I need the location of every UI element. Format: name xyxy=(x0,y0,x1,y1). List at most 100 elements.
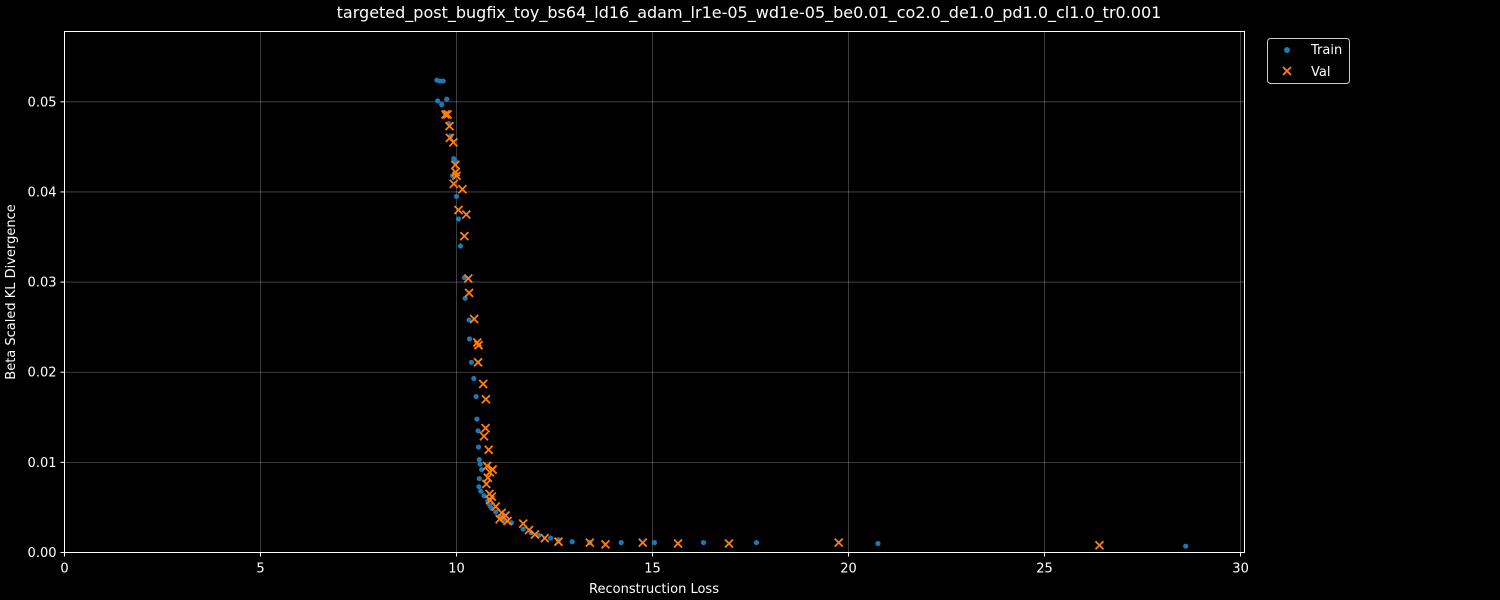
val-point-stroke xyxy=(524,525,534,535)
val-point-stroke xyxy=(481,479,491,489)
val-point-stroke xyxy=(482,461,492,471)
val-point xyxy=(530,529,540,540)
val-point xyxy=(440,109,451,120)
val-point-stroke xyxy=(442,109,453,120)
train-point xyxy=(548,535,554,541)
train-point xyxy=(453,193,460,200)
val-point-stroke xyxy=(463,273,473,284)
val-point-stroke xyxy=(479,431,489,441)
x-tick-label: 30 xyxy=(1232,562,1249,577)
train-point xyxy=(700,539,707,546)
train-point xyxy=(462,295,468,301)
val-point-stroke xyxy=(500,510,511,521)
train-point xyxy=(435,98,441,104)
train-point xyxy=(569,539,575,545)
x-tick-label: 25 xyxy=(1036,562,1053,577)
train-point xyxy=(466,336,473,342)
val-point-stroke xyxy=(472,337,482,348)
val-point-stroke xyxy=(518,519,528,529)
train-point xyxy=(466,317,472,323)
legend: Train Val xyxy=(1267,38,1350,84)
val-point-stroke xyxy=(451,171,462,181)
y-tick-label: 0.03 xyxy=(28,276,57,291)
val-point-stroke xyxy=(638,537,648,548)
val-point xyxy=(478,379,488,389)
val-point-stroke xyxy=(485,495,495,505)
val-point xyxy=(449,179,459,189)
val-point-stroke xyxy=(449,179,459,189)
val-point-stroke xyxy=(450,160,460,170)
train-point xyxy=(476,457,482,463)
val-point-stroke xyxy=(469,314,479,324)
x-axis-label: Reconstruction Loss xyxy=(589,582,719,597)
grid-lines xyxy=(64,31,1245,553)
val-point xyxy=(553,537,564,547)
train-point xyxy=(473,393,479,400)
val-point-stroke xyxy=(540,533,550,543)
train-point xyxy=(475,428,481,434)
val-point-stroke xyxy=(464,288,474,298)
val-point xyxy=(500,510,511,521)
train-point xyxy=(479,466,485,473)
train-point xyxy=(1183,543,1189,549)
val-point xyxy=(464,288,474,298)
val-point-stroke xyxy=(445,133,455,143)
val-point xyxy=(444,121,455,131)
val-point xyxy=(585,537,595,548)
val-point-stroke xyxy=(724,538,734,549)
val-point-stroke xyxy=(473,340,484,350)
val-point xyxy=(1094,540,1105,550)
val-point xyxy=(834,537,844,548)
val-point-stroke xyxy=(585,537,595,548)
val-point xyxy=(724,538,734,549)
train-point xyxy=(753,539,760,546)
val-point-stroke xyxy=(451,167,461,177)
val-point-stroke xyxy=(491,501,501,512)
val-point xyxy=(450,160,460,170)
val-point xyxy=(600,539,611,550)
axis-ticks: 0 5 10 15 20 25 30 0.00 0.01 0.02 0.03 0.04 0.05 xyxy=(28,95,1249,576)
train-point xyxy=(477,461,483,467)
train-point xyxy=(468,359,475,365)
val-point-stroke xyxy=(600,539,611,550)
val-point xyxy=(540,533,550,543)
y-tick-label: 0.00 xyxy=(28,546,57,561)
val-point xyxy=(485,467,495,477)
val-point-stroke xyxy=(478,379,488,389)
val-point-stroke xyxy=(448,137,459,148)
val-point xyxy=(451,171,462,181)
val-point xyxy=(481,394,491,404)
val-point-stroke xyxy=(459,231,470,241)
val-point xyxy=(524,525,534,535)
val-point-stroke xyxy=(444,121,455,131)
legend-train-marker xyxy=(1284,47,1290,53)
train-point xyxy=(476,484,482,490)
val-point xyxy=(442,109,453,120)
data-points xyxy=(434,77,1189,550)
legend-train-label: Train xyxy=(1310,43,1342,58)
val-point xyxy=(479,431,489,441)
legend-val-label: Val xyxy=(1311,65,1330,80)
val-point-stroke xyxy=(461,209,471,220)
legend-val-marker xyxy=(1282,66,1292,76)
val-point xyxy=(472,337,482,348)
val-point xyxy=(480,423,491,433)
plot-frame xyxy=(64,31,1245,553)
x-tick-label: 20 xyxy=(840,562,857,577)
train-point xyxy=(457,243,464,249)
y-axis-label: Beta Scaled KL Divergence xyxy=(4,204,19,379)
val-point xyxy=(457,184,468,194)
val-point-stroke xyxy=(673,538,683,549)
train-point xyxy=(478,488,484,494)
y-tick-label: 0.05 xyxy=(28,95,57,110)
val-point xyxy=(673,538,683,549)
x-tick-label: 10 xyxy=(448,562,465,577)
val-point-stroke xyxy=(484,445,494,455)
val-point xyxy=(469,314,479,324)
train-point xyxy=(455,216,462,222)
train-point xyxy=(651,539,658,546)
train-point xyxy=(475,444,482,450)
y-tick-label: 0.04 xyxy=(28,185,57,200)
